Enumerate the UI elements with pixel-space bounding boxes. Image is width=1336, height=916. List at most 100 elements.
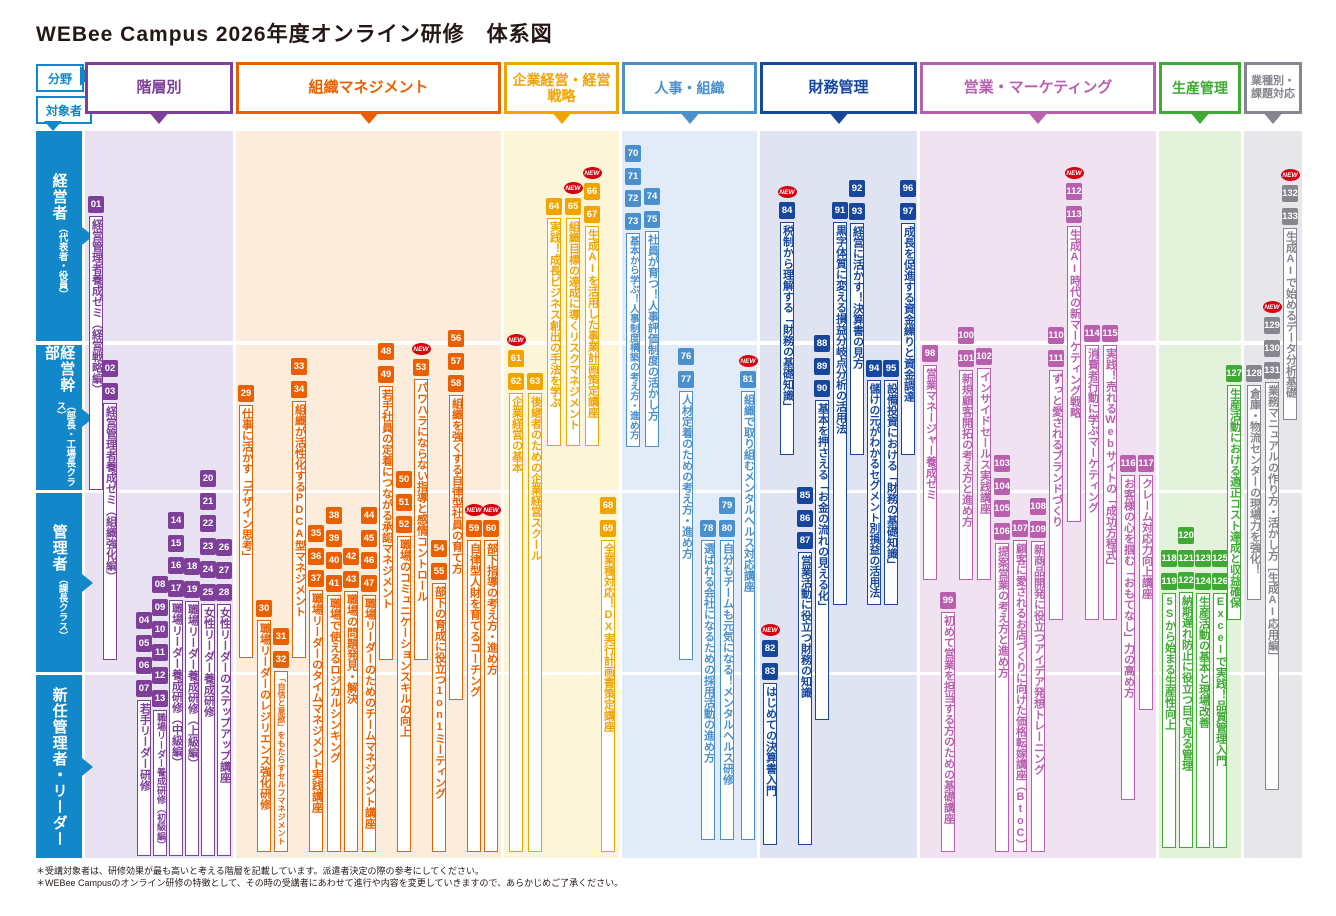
course-title: 納期遅れ防止に役立つ目で見る管理 xyxy=(1180,595,1193,772)
course-title: 生成AI時代の新マーケティング戦略 xyxy=(1068,228,1081,418)
course-bar: 職場リーダーのレジリエンス強化研修 xyxy=(257,620,271,852)
course-number-badge: 09 xyxy=(152,598,168,616)
course-bar: パワハラにならない指導と感情コントロール xyxy=(414,379,428,660)
course-number-badge: 70 xyxy=(625,145,641,162)
course-number-badge: 60 xyxy=(483,520,499,537)
course-title: 黒字体質に変える損益分岐点分析の活用法 xyxy=(834,225,847,434)
course-number-badge: 66 xyxy=(584,183,600,200)
course-number-badge: 83 xyxy=(762,662,778,680)
course-number-badge: 118 xyxy=(1161,550,1177,567)
column-header-1: 階層別 xyxy=(85,62,233,114)
course-number-badge: 46 xyxy=(361,552,377,570)
course-number-badge: 10 xyxy=(152,621,168,639)
course-bar: 新商品開発に役立つアイデア発想トレーニング xyxy=(1031,540,1045,852)
course-number-badge: 123 xyxy=(1195,550,1211,567)
course-number-badge: 49 xyxy=(378,365,394,383)
course-number-badge: 121 xyxy=(1178,549,1194,567)
course-bar: 社員が育つ！人事評価制度の活かし方 xyxy=(645,230,659,447)
column-header-label: 階層別 xyxy=(136,79,182,97)
course-title: 新商品開発に役立つアイデア発想トレーニング xyxy=(1032,543,1045,775)
course-title: パワハラにならない指導と感情コントロール xyxy=(415,382,428,602)
course-number-badge: 12 xyxy=(152,666,168,684)
course-bar: 組織目標の達成に導くリスクマネジメント xyxy=(566,218,580,446)
course-number-badge: 125 xyxy=(1212,550,1228,567)
course-title: 職場リーダーのタイムマネジメント実践講座 xyxy=(310,593,323,814)
course-number-badge: 133 xyxy=(1282,207,1298,225)
audience-arrow-icon xyxy=(44,121,62,131)
course-number-badge: 101 xyxy=(958,349,974,367)
column-header-5: 財務管理 xyxy=(760,62,917,114)
course-number-badge: 129 xyxy=(1264,317,1280,334)
course-number-badge: 115 xyxy=(1102,325,1118,342)
course-title: 消費者行動に学ぶマーケティング xyxy=(1086,348,1099,513)
course-bar: 企業経営の基本 xyxy=(509,392,523,852)
course-bar: 提案営業の考え方と進め方 xyxy=(995,543,1009,852)
course-title: 仕事に活かす「デザイン思考」 xyxy=(240,408,253,562)
course-number-badge: 15 xyxy=(168,534,184,552)
course-number-badge: 65 xyxy=(565,198,581,215)
course-number-badge: 78 xyxy=(700,520,716,537)
course-number-badge: 19 xyxy=(184,580,200,598)
course-bar: 納期遅れ防止に役立つ目で見る管理 xyxy=(1179,592,1193,848)
course-number-badge: 23 xyxy=(200,538,216,556)
column-pointer-icon xyxy=(357,111,380,124)
audience-sub: （課長クラス） xyxy=(56,574,68,641)
course-title: 営業マネージャー養成ゼミ xyxy=(924,368,937,500)
course-title: お客様の心を掴む「おもてなし」力の高め方 xyxy=(1122,478,1135,698)
course-number-badge: 11 xyxy=(152,644,168,662)
course-bar: 組織を強くする自律型社員の育て方 xyxy=(449,395,463,700)
course-number-badge: 91 xyxy=(832,202,848,219)
course-number-badge: 36 xyxy=(308,547,324,565)
new-badge: NEW xyxy=(582,167,602,179)
column-header-label: 営業・マーケティング xyxy=(963,79,1113,97)
course-title: 組織目標の達成に導くリスクマネジメント xyxy=(567,221,580,430)
row-divider-3 xyxy=(85,672,1302,675)
course-number-badge: 77 xyxy=(678,370,694,388)
course-number-badge: 47 xyxy=(361,575,377,593)
course-bar: 職場のコミュニケーションスキルの向上 xyxy=(397,536,411,852)
column-pointer-icon xyxy=(827,111,850,124)
course-title: 組織を強くする自律型社員の育て方 xyxy=(450,398,463,575)
audience-name: 経営幹部 xyxy=(43,345,76,393)
course-number-badge: 25 xyxy=(200,583,216,601)
course-number-badge: 38 xyxy=(326,507,342,524)
course-bar: 全業種対応！DX実行計画書策定講座 xyxy=(601,539,615,852)
course-number-badge: 08 xyxy=(152,576,168,593)
course-title: 職場で使えるロジカルシンキング xyxy=(328,598,341,764)
course-bar: 部下の育成に役立つ1on1ミーティング xyxy=(432,582,446,852)
course-number-badge: 67 xyxy=(584,205,600,223)
course-number-badge: 130 xyxy=(1264,339,1280,357)
course-bar: 自分もチームも元気になる！メンタルヘルス研修 xyxy=(720,539,734,840)
course-number-badge: 20 xyxy=(200,470,216,487)
course-bar: 職場リーダー養成研修（中級編） xyxy=(169,600,183,856)
audience-sub: （代表者・役員） xyxy=(56,223,68,299)
audience-block-1: 経営者 （代表者・役員） xyxy=(36,131,82,341)
course-bar: 仕事に活かす「デザイン思考」 xyxy=(239,405,253,658)
course-bar: 基本を押さえる「お金の流れの見える化」 xyxy=(815,400,829,720)
audience-name: 新任管理者・リーダー xyxy=(50,686,68,847)
course-number-badge: 21 xyxy=(200,492,216,510)
course-bar: インサイドセールス実践講座 xyxy=(977,368,991,580)
course-bar: 業務マニュアルの作り方・活かし方［生成AI応用編］ xyxy=(1265,382,1279,790)
column-pointer-icon xyxy=(148,111,170,124)
course-number-badge: 93 xyxy=(849,202,865,220)
course-number-badge: 24 xyxy=(200,560,216,578)
course-number-badge: 02 xyxy=(102,360,118,377)
course-number-badge: 82 xyxy=(762,640,778,657)
new-badge: NEW xyxy=(777,186,797,198)
course-number-badge: 07 xyxy=(136,680,152,698)
course-number-badge: 45 xyxy=(361,529,377,547)
course-title: 部下指導の考え方・進め方 xyxy=(485,543,498,675)
course-number-badge: 128 xyxy=(1246,365,1262,382)
course-number-badge: 96 xyxy=(900,180,916,197)
course-number-badge: 16 xyxy=(168,557,184,575)
course-bar: 女性リーダー養成研修 xyxy=(201,603,215,856)
course-title: ずっと愛されるブランドづくり xyxy=(1050,372,1063,527)
course-number-badge: 22 xyxy=(200,515,216,533)
course-title: 基本から学ぶ！人事制度構築の考え方・進め方 xyxy=(627,236,639,440)
course-title: 生産活動における適正コスト達成と収益確保 xyxy=(1228,388,1241,608)
row-divider-1 xyxy=(85,341,1302,345)
column-header-6: 営業・マーケティング xyxy=(920,62,1156,114)
column-header-7: 生産管理 xyxy=(1159,62,1241,114)
audience-tag-label: 対象者 xyxy=(45,103,82,118)
